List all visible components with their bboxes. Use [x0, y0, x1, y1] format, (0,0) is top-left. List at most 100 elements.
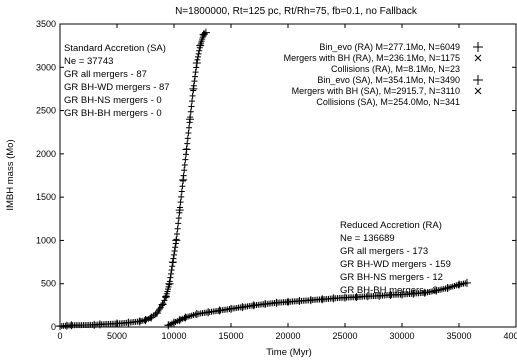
- data-point: [187, 108, 194, 115]
- data-point: [171, 248, 178, 255]
- y-tick-label: 1000: [36, 235, 56, 245]
- annotation-line: GR BH-NS mergers - 12: [340, 272, 443, 283]
- data-point: [176, 209, 183, 216]
- x-tick-label: 0: [57, 331, 62, 341]
- data-point: [170, 255, 177, 262]
- legend-label: Collisions (RA), M=8.1Mo, N=23: [331, 64, 460, 74]
- data-point: [195, 50, 202, 57]
- data-point: [179, 183, 186, 190]
- data-point: [190, 87, 197, 94]
- data-point: [189, 92, 196, 99]
- annotation-line: Standard Accretion (SA): [64, 43, 166, 54]
- data-point: [193, 59, 200, 66]
- data-point: [172, 240, 179, 247]
- annotation-line: GR BH-WD mergers - 159: [340, 259, 451, 270]
- legend-marker-cross: [474, 54, 482, 62]
- data-point: [160, 300, 167, 307]
- data-point: [178, 193, 185, 200]
- data-point: [178, 188, 185, 195]
- y-tick-label: 2000: [36, 149, 56, 159]
- data-point: [175, 215, 182, 222]
- data-point: [168, 267, 175, 274]
- data-point: [177, 199, 184, 206]
- annotation-standard-accretion: Standard Accretion (SA) Ne = 37743 GR al…: [64, 43, 170, 119]
- x-axis-label: Time (Myr): [266, 347, 312, 358]
- data-point: [195, 53, 201, 60]
- data-point: [175, 220, 182, 227]
- data-point: [196, 44, 203, 51]
- annotation-line: Ne = 136689: [340, 233, 395, 244]
- legend-label: Collisions (SA), M=254.0Mo, N=341: [316, 97, 460, 107]
- y-axis-label: IMBH mass (Mo): [5, 139, 16, 210]
- x-tick-label: 10000: [161, 331, 186, 341]
- legend-markers: [473, 42, 483, 95]
- data-point: [186, 124, 192, 131]
- y-tick-label: 0: [51, 322, 56, 332]
- data-point: [196, 47, 203, 54]
- series-reduced-accretion: [164, 278, 471, 330]
- data-point: [187, 114, 194, 121]
- data-point: [462, 280, 469, 287]
- data-point: [182, 156, 189, 163]
- annotation-line: GR BH-BH mergers - 2: [340, 285, 438, 296]
- legend: Bin_evo (RA) M=277.1Mo, N=6049 Mergers w…: [284, 42, 483, 107]
- annotation-line: GR all mergers - 173: [340, 246, 428, 257]
- annotation-line: Reduced Accretion (RA): [340, 220, 442, 231]
- y-tick-label: 3500: [36, 19, 56, 29]
- data-point: [173, 236, 180, 243]
- data-point: [184, 140, 191, 147]
- data-point: [186, 119, 193, 126]
- legend-label: Mergers with BH (SA), M=2915.7, N=3110: [292, 86, 460, 96]
- x-tick-label: 35000: [446, 331, 471, 341]
- data-point: [177, 204, 183, 211]
- annotation-line: Ne = 37743: [64, 56, 113, 67]
- data-point: [183, 145, 190, 152]
- data-point: [174, 225, 181, 232]
- annotation-reduced-accretion: Reduced Accretion (RA) Ne = 136689 GR al…: [340, 220, 451, 296]
- data-point: [180, 172, 187, 179]
- annotation-line: GR BH-NS mergers - 0: [64, 95, 162, 106]
- legend-label: Mergers with BH (RA), M=236.1Mo, N=1175: [284, 53, 460, 63]
- legend-label: Bin_evo (RA) M=277.1Mo, N=6049: [319, 42, 460, 52]
- data-point: [184, 135, 191, 142]
- data-point: [181, 167, 188, 174]
- x-tick-label: 30000: [389, 331, 414, 341]
- data-point: [172, 244, 179, 251]
- data-point: [174, 231, 180, 238]
- data-point: [169, 259, 176, 266]
- data-point: [171, 251, 177, 258]
- x-tick-label: 15000: [218, 331, 243, 341]
- y-tick-label: 2500: [36, 106, 56, 116]
- legend-marker-plus: [473, 42, 483, 52]
- data-series: [56, 28, 471, 331]
- data-point: [161, 297, 168, 304]
- x-tick-label: 25000: [332, 331, 357, 341]
- chart-title: N=1800000, Rt=125 pc, Rt/Rh=75, fb=0.1, …: [175, 6, 418, 17]
- series-standard-accretion: [56, 28, 210, 331]
- data-point: [194, 56, 201, 63]
- y-tick-label: 3000: [36, 62, 56, 72]
- y-tick-label: 1500: [36, 192, 56, 202]
- annotation-line: GR BH-WD mergers - 87: [64, 82, 170, 93]
- data-point: [193, 64, 200, 71]
- legend-marker-plus: [473, 75, 483, 85]
- data-point: [189, 98, 195, 105]
- data-point: [185, 130, 192, 137]
- data-point: [166, 278, 173, 285]
- x-tick-label: 20000: [275, 331, 300, 341]
- data-point: [190, 82, 197, 89]
- y-tick-label: 500: [41, 279, 56, 289]
- legend-label: Bin_evo (SA), M=354.1Mo, N=3490: [317, 75, 460, 85]
- annotation-line: GR all mergers - 87: [64, 69, 147, 80]
- data-point: [168, 270, 174, 277]
- legend-marker-cross: [474, 87, 482, 95]
- x-axis: 0 5000 10000 15000 20000 25000 30000 35000 40000: [57, 24, 517, 341]
- x-tick-label: 40000: [503, 331, 517, 341]
- x-tick-label: 5000: [107, 331, 127, 341]
- data-point: [181, 161, 188, 168]
- annotation-line: GR BH-BH mergers - 0: [64, 108, 162, 119]
- data-point: [192, 73, 198, 80]
- data-point: [201, 30, 208, 37]
- data-point: [167, 274, 174, 281]
